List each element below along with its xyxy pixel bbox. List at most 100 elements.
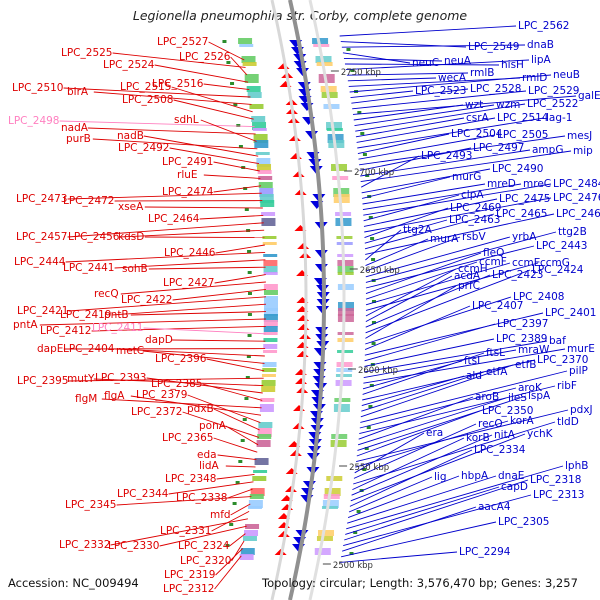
kbp-tick-label: 2750 kbp [341, 68, 381, 78]
right-gene-label: LPC_2523 [415, 85, 467, 97]
left-gene-label: ponA [199, 420, 227, 432]
right-leader-line [354, 432, 425, 474]
right-gene-label: LPC_2549 [468, 41, 520, 53]
left-leader-line [93, 91, 252, 105]
right-gene-label: lphB [565, 460, 588, 472]
gc-marker [368, 216, 373, 219]
right-leader-line [365, 274, 491, 328]
left-leader-line [120, 281, 266, 295]
feature-block [313, 44, 330, 47]
feature-block [337, 272, 354, 275]
right-gene-label: acdA [454, 270, 481, 282]
feature-block [263, 326, 278, 332]
right-leader-line [342, 52, 411, 64]
feature-block [320, 86, 337, 92]
feature-block [333, 194, 350, 203]
feature-block [261, 386, 276, 392]
left-gene-label: recQ [94, 288, 119, 300]
right-gene-label: ftsL [486, 347, 505, 359]
reverse-gene-arrow [297, 324, 310, 330]
feature-block [262, 236, 277, 239]
left-gene-label: nadB [117, 130, 144, 142]
right-gene-label: prfC [458, 280, 480, 292]
right-gene-label: pdxJ [570, 404, 593, 416]
forward-gene-arrow [313, 369, 327, 377]
right-gene-label: nitA [494, 429, 516, 441]
backbone-line [288, 0, 327, 600]
right-gene-label: ttg2A [403, 224, 433, 236]
feature-block [260, 200, 275, 207]
left-leader-line [110, 518, 248, 546]
left-gene-label: LPC_2324 [178, 540, 230, 552]
right-gene-label: LPC_2389 [496, 333, 548, 345]
feature-block [337, 350, 354, 353]
feature-block [249, 494, 264, 499]
forward-gene-arrow [314, 264, 328, 272]
feature-block [242, 62, 257, 66]
feature-block [249, 104, 264, 109]
gc-marker [371, 300, 376, 303]
right-leader-line [356, 410, 481, 457]
kbp-tick-label: 2700 kbp [354, 168, 394, 178]
feature-block [253, 134, 268, 143]
forward-gene-arrow [313, 362, 327, 370]
right-gene-label: LPC_2318 [530, 474, 582, 486]
left-leader-line [87, 127, 256, 135]
right-leader-line [358, 396, 474, 440]
left-leader-line [143, 135, 259, 157]
gc-marker [370, 237, 375, 240]
feature-block [248, 500, 263, 508]
left-gene-label: lidA [199, 460, 219, 472]
right-leader-line [356, 409, 569, 463]
right-leader-line [355, 103, 526, 132]
right-gene-label: LPC_2463 [449, 214, 501, 226]
feature-block [336, 368, 353, 372]
right-gene-label: murA [430, 233, 459, 245]
right-gene-label: ccmE [512, 257, 540, 269]
right-gene-label: mip [573, 145, 593, 157]
left-gene-label: LPC_2345 [65, 499, 117, 511]
right-gene-label: LPC_2370 [537, 354, 589, 366]
right-gene-label: dnaB [527, 39, 554, 51]
left-gene-label: LPC_2312 [163, 583, 215, 595]
right-leader-line [352, 90, 527, 110]
feature-block [258, 176, 273, 180]
left-gene-label: LPC_2510 [12, 82, 64, 94]
left-gene-label: LPC_2524 [103, 59, 155, 71]
right-gene-label: LPC_2305 [498, 516, 550, 528]
right-gene-label: dnaE [498, 470, 524, 482]
right-leader-line [364, 305, 471, 351]
right-leader-line [361, 371, 485, 412]
feature-block [239, 554, 254, 560]
left-leader-line [114, 259, 266, 269]
right-leader-line [347, 475, 497, 524]
feature-block [244, 530, 259, 536]
left-gene-label: LPC_2319 [164, 569, 216, 581]
left-gene-label: LPC_2338 [176, 492, 228, 504]
right-leader-line [357, 397, 507, 446]
right-gene-label: LPC_2562 [518, 20, 570, 32]
left-leader-line [200, 119, 257, 142]
reverse-gene-arrow [295, 378, 308, 384]
right-leader-line [359, 135, 566, 166]
feature-block [321, 92, 338, 98]
feature-block [263, 284, 278, 290]
right-gene-label: etfB [515, 359, 536, 371]
right-leader-line [343, 57, 443, 62]
feature-block [323, 494, 340, 499]
gc-marker [229, 523, 234, 526]
left-leader-line [227, 488, 253, 499]
gc-marker [247, 271, 252, 274]
left-leader-line [213, 161, 260, 172]
reverse-gene-arrow [297, 243, 310, 249]
left-gene-label: LPC_2464 [148, 213, 200, 225]
reverse-gene-arrow [289, 153, 302, 159]
gc-marker [360, 132, 365, 135]
right-leader-line [365, 252, 482, 295]
kbp-tick-label: 2600 kbp [358, 366, 398, 376]
feature-block [252, 476, 267, 481]
left-gene-label: dapD [145, 334, 173, 346]
left-gene-label: LPC_2411 [92, 322, 144, 334]
gc-marker [368, 405, 373, 408]
